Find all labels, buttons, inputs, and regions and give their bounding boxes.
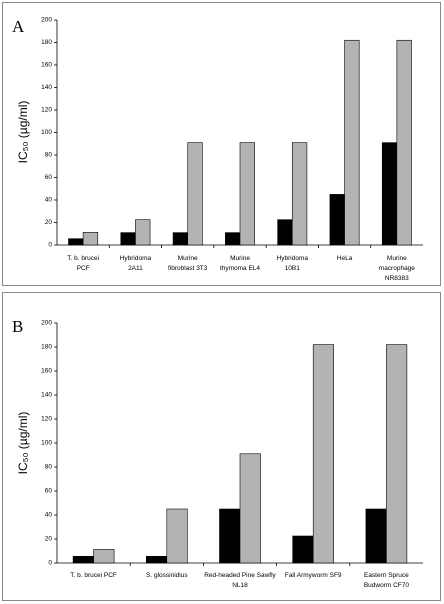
bar	[166, 508, 188, 564]
panel-frame	[2, 292, 441, 601]
y-tick-label: 0	[48, 242, 52, 249]
y-tick-label: 80	[45, 152, 53, 159]
bar	[344, 39, 360, 246]
bar	[219, 508, 241, 564]
x-tick-label-line: S. glossinidius	[146, 572, 188, 579]
bar	[93, 549, 115, 564]
bar	[225, 232, 241, 246]
x-tick-label: Fall Armyworm SF9	[285, 572, 342, 579]
y-tick-label: 20	[45, 219, 53, 226]
x-tick-label-line: Murine	[178, 255, 198, 262]
x-tick-label: S. glossinidius	[146, 572, 188, 579]
y-tick-label: 80	[45, 464, 53, 471]
x-tick-label-line: 2A11	[128, 265, 143, 272]
bar	[291, 142, 308, 246]
y-tick-label: 200	[41, 320, 52, 327]
x-tick-label-line: T. b. brucei PCF	[70, 572, 117, 579]
x-tick-label-line: Murine	[230, 255, 250, 262]
bar	[386, 344, 408, 564]
bar	[396, 39, 412, 246]
y-tick-label: 100	[41, 440, 52, 447]
y-tick-label: 160	[41, 62, 52, 69]
panel-label: B	[12, 317, 23, 336]
x-tick-label: Red-headed Pine Sawfly NL18	[204, 572, 276, 589]
x-tick-label-line: macrophage	[379, 265, 416, 272]
bar	[239, 142, 255, 246]
panel-label: A	[12, 17, 25, 36]
x-tick-label: T. b. brucei PCF	[67, 255, 99, 272]
y-tick-label: 100	[41, 129, 52, 136]
y-tick-label: 120	[41, 416, 52, 423]
bar	[365, 508, 387, 564]
y-tick-label: 60	[45, 174, 53, 181]
y-tick-label: 140	[41, 84, 52, 91]
x-tick-label: Murine macrophage NR8383	[379, 255, 416, 282]
y-tick-label: 40	[45, 197, 53, 204]
panel-frame	[2, 2, 441, 286]
y-tick-label: 180	[41, 344, 52, 351]
bar	[187, 142, 203, 246]
x-tick-label-line: Red-headed Pine Sawfly	[204, 572, 276, 579]
bar	[120, 232, 136, 246]
x-tick-label-line: fibroblast 3T3	[168, 265, 208, 272]
bar	[135, 219, 151, 246]
x-tick-label-line: Hybridoma	[277, 255, 309, 262]
y-tick-label: 140	[41, 392, 52, 399]
bar	[329, 194, 345, 246]
x-tick-label-line: Budworm CF70	[364, 582, 410, 589]
x-tick-label: Murine fibroblast 3T3	[168, 255, 208, 272]
bar	[82, 231, 99, 246]
y-axis-label: IC₅₀ (µg/ml)	[16, 101, 30, 164]
x-tick-label: Hybridoma 2A11	[120, 255, 152, 272]
x-tick-label: T. b. brucei PCF	[70, 572, 117, 579]
bar	[172, 232, 189, 246]
bar	[239, 453, 261, 564]
bar	[277, 219, 293, 246]
x-tick-label: Eastern Spruce Budworm CF70	[364, 572, 410, 589]
y-tick-label: 40	[45, 512, 53, 519]
x-tick-label-line: thymoma EL4	[220, 265, 260, 272]
bar	[312, 344, 334, 564]
x-tick-label-line: NR8383	[385, 275, 409, 282]
y-tick-label: 200	[41, 17, 52, 24]
y-tick-label: 20	[45, 536, 53, 543]
x-tick-label-line: NL18	[232, 582, 248, 589]
x-tick-label-line: HeLa	[337, 255, 353, 262]
bar	[68, 238, 84, 246]
x-tick-label: Murine thymoma EL4	[220, 255, 260, 272]
x-tick-label-line: Fall Armyworm SF9	[285, 572, 342, 579]
bar	[72, 555, 94, 564]
x-tick-label-line: Eastern Spruce	[364, 572, 409, 579]
bar	[292, 535, 314, 564]
x-tick-label-line: T. b. brucei	[67, 255, 99, 262]
x-tick-label: Hybridoma 10B1	[277, 255, 309, 272]
y-axis-label: IC₅₀ (µg/ml)	[16, 412, 30, 475]
x-tick-label-line: Hybridoma	[120, 255, 152, 262]
x-tick-label-line: Murine	[387, 255, 407, 262]
x-tick-label-line: 10B1	[285, 265, 301, 272]
y-tick-label: 180	[41, 39, 52, 46]
y-tick-label: 0	[48, 560, 52, 567]
x-tick-label-line: PCF	[77, 265, 90, 272]
y-tick-label: 60	[45, 488, 53, 495]
x-tick-label: HeLa	[337, 255, 353, 262]
bar	[381, 142, 398, 246]
y-tick-label: 160	[41, 368, 52, 375]
bar	[146, 555, 168, 564]
y-tick-label: 120	[41, 107, 52, 114]
